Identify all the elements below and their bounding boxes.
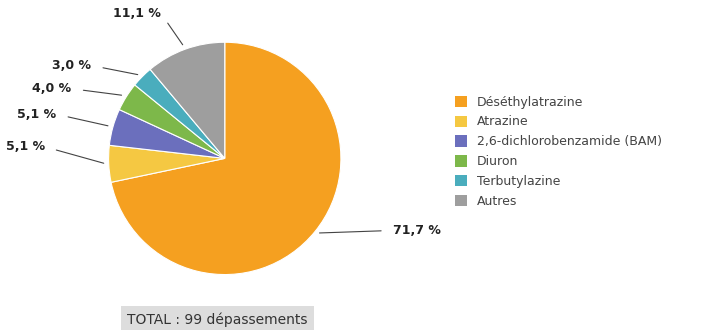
Text: 3,0 %: 3,0 % — [52, 59, 91, 72]
Text: 5,1 %: 5,1 % — [6, 140, 45, 153]
Text: 71,7 %: 71,7 % — [393, 224, 441, 237]
Text: 5,1 %: 5,1 % — [17, 108, 57, 121]
Text: 4,0 %: 4,0 % — [33, 82, 72, 95]
Wedge shape — [135, 69, 225, 158]
Wedge shape — [150, 42, 225, 158]
Text: TOTAL : 99 dépassements: TOTAL : 99 dépassements — [128, 312, 307, 327]
Wedge shape — [109, 145, 225, 182]
Wedge shape — [109, 110, 225, 158]
Text: 11,1 %: 11,1 % — [113, 7, 161, 20]
Legend: Déséthylatrazine, Atrazine, 2,6-dichlorobenzamide (BAM), Diuron, Terbutylazine, : Déséthylatrazine, Atrazine, 2,6-dichloro… — [450, 91, 667, 213]
Wedge shape — [111, 42, 341, 275]
Wedge shape — [120, 85, 225, 158]
